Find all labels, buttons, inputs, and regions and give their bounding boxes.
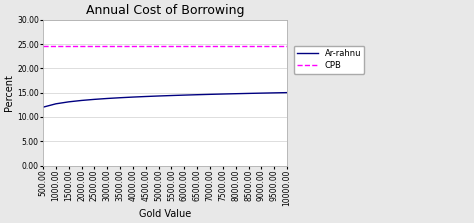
CPB: [156, 45, 162, 48]
Ar-rahnu: [117, 96, 123, 99]
Ar-rahnu: [104, 97, 110, 100]
CPB: [258, 45, 264, 48]
CPB: [194, 45, 200, 48]
CPB: [117, 45, 123, 48]
Ar-rahnu: [53, 103, 59, 105]
CPB: [246, 45, 251, 48]
Y-axis label: Percent: Percent: [4, 74, 14, 111]
CPB: [233, 45, 238, 48]
X-axis label: Gold Value: Gold Value: [139, 209, 191, 219]
CPB: [207, 45, 213, 48]
Ar-rahnu: [79, 99, 84, 102]
Ar-rahnu: [169, 94, 174, 97]
CPB: [40, 45, 46, 48]
Ar-rahnu: [233, 92, 238, 95]
Ar-rahnu: [40, 106, 46, 109]
Ar-rahnu: [207, 93, 213, 96]
Ar-rahnu: [91, 98, 97, 101]
CPB: [182, 45, 187, 48]
Ar-rahnu: [66, 101, 72, 103]
Title: Annual Cost of Borrowing: Annual Cost of Borrowing: [86, 4, 244, 17]
Ar-rahnu: [143, 95, 148, 98]
Ar-rahnu: [220, 93, 226, 95]
CPB: [220, 45, 226, 48]
Ar-rahnu: [156, 95, 162, 97]
Ar-rahnu: [284, 91, 290, 94]
CPB: [284, 45, 290, 48]
CPB: [53, 45, 59, 48]
CPB: [130, 45, 136, 48]
CPB: [91, 45, 97, 48]
CPB: [271, 45, 277, 48]
Ar-rahnu: [271, 91, 277, 94]
Ar-rahnu: [246, 92, 251, 95]
CPB: [104, 45, 110, 48]
CPB: [66, 45, 72, 48]
CPB: [79, 45, 84, 48]
Line: Ar-rahnu: Ar-rahnu: [43, 93, 287, 107]
Ar-rahnu: [182, 94, 187, 96]
Ar-rahnu: [130, 96, 136, 98]
Ar-rahnu: [194, 93, 200, 96]
CPB: [143, 45, 148, 48]
Legend: Ar-rahnu, CPB: Ar-rahnu, CPB: [294, 46, 365, 74]
CPB: [169, 45, 174, 48]
Ar-rahnu: [258, 92, 264, 95]
